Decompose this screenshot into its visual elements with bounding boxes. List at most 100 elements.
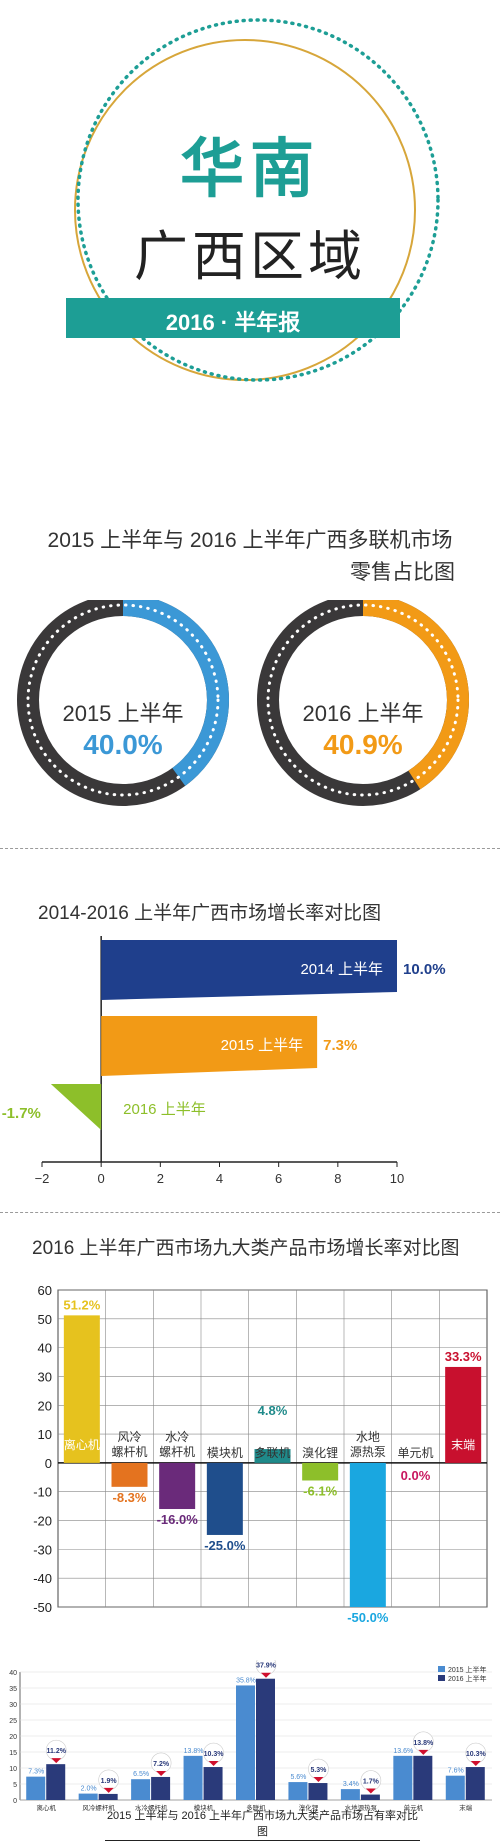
- chart2-value-label: -8.3%: [113, 1490, 147, 1505]
- chart1-value-label: -1.7%: [2, 1105, 41, 1122]
- chart2-y-tick-label: -50: [33, 1600, 52, 1615]
- chart3-bar: [131, 1779, 151, 1800]
- chart3-bar: [236, 1685, 255, 1800]
- chart3-legend-swatch: [438, 1675, 445, 1681]
- header-badge: 2016 · 半年报: [165, 310, 301, 335]
- chart3-badge-pointer: [156, 1770, 167, 1776]
- chart2-category-label: 风冷: [117, 1430, 141, 1444]
- chart2-category-label: 末端: [451, 1438, 475, 1452]
- chart2-value-label: 33.3%: [445, 1349, 482, 1364]
- chart2-bar-离心机: [63, 1315, 100, 1463]
- chart3-bar: [78, 1793, 98, 1800]
- chart3-category-label: 模块机: [194, 1803, 214, 1812]
- chart3-y-tick-label: 35: [9, 1686, 17, 1693]
- chart3-value-label-2015: 7.6%: [448, 1768, 464, 1775]
- chart3-value-label-2015: 7.3%: [28, 1769, 44, 1776]
- chart2-y-tick-label: -20: [33, 1514, 52, 1529]
- chart3-value-label-2016: 10.3%: [466, 1751, 487, 1758]
- chart2-y-tick-label: -40: [33, 1571, 52, 1586]
- chart3-badge-pointer: [103, 1787, 114, 1793]
- chart2-category-label: 源热泵: [350, 1445, 386, 1459]
- chart2-title: 2016 上半年广西市场九大类产品市场增长率对比图: [32, 1238, 460, 1259]
- chart3-bar: [151, 1776, 171, 1800]
- donut-2016-value: 40.9%: [323, 729, 403, 760]
- donut-2015-dots: [26, 603, 220, 797]
- chart1-category-label: 2014 上半年: [300, 961, 383, 978]
- chart1-bar-2014 上半年: [101, 940, 398, 1000]
- chart2-bar-水地源热泵: [349, 1462, 386, 1607]
- chart2-value-label: 4.8%: [258, 1403, 288, 1418]
- chart1-bar-2016 上半年: [50, 1084, 102, 1130]
- chart2-y-tick-label: -10: [33, 1485, 52, 1500]
- chart2-bar-末端: [445, 1366, 482, 1463]
- donut-2015-label: 2015 上半年: [62, 701, 184, 726]
- header-title-main: 华南: [180, 133, 320, 205]
- chart2-bar-水冷螺杆机: [159, 1462, 196, 1510]
- chart2-value-label: 51.2%: [63, 1297, 100, 1312]
- chart3-category-label: 多联机: [246, 1803, 266, 1812]
- chart1-x-tick-label: 8: [334, 1171, 341, 1186]
- donut-section-title-line1: 2015 上半年与 2016 上半年广西多联机市场: [47, 529, 453, 552]
- chart1-x-tick-label: −2: [35, 1171, 50, 1186]
- chart2-category-label: 溴化锂: [302, 1445, 338, 1460]
- chart2-bar-模块机: [206, 1462, 243, 1535]
- chart2-category-label: 模块机: [207, 1446, 243, 1460]
- chart3-bar: [183, 1755, 203, 1800]
- chart1-x-tick-label: 4: [216, 1171, 223, 1186]
- chart2-value-label: -16.0%: [157, 1512, 199, 1527]
- donut-2016-label: 2016 上半年: [302, 701, 424, 726]
- chart3-value-label-2016: 13.8%: [413, 1740, 434, 1747]
- chart3-badge-pointer: [470, 1761, 481, 1767]
- chart3-bar: [256, 1678, 275, 1800]
- chart3-value-label-2015: 13.6%: [393, 1748, 413, 1755]
- chart3-y-tick-label: 0: [13, 1798, 17, 1805]
- donut-charts: [17, 600, 469, 806]
- donut-section-title-line2: 零售占比图: [350, 561, 455, 584]
- chart3-y-tick-label: 30: [9, 1702, 17, 1709]
- chart3-value-label-2016: 1.7%: [363, 1779, 380, 1786]
- chart3-y-tick-label: 25: [9, 1718, 17, 1725]
- chart3-badge-pointer: [365, 1788, 376, 1794]
- chart3-value-label-2016: 1.9%: [101, 1778, 118, 1785]
- growth-horizontal-chart: −2 0 2 4 6 8 10 2014 上半年 10.0% 2015 上半年 7.3% 2016 上…: [2, 936, 446, 1186]
- chart1-value-label: 10.0%: [403, 961, 446, 978]
- chart2-category-label: 离心机: [64, 1437, 100, 1452]
- chart2-category-label: 螺杆机: [159, 1445, 195, 1459]
- chart3-value-label-2016: 37.9%: [256, 1663, 277, 1670]
- chart3-value-label-2016: 11.2%: [46, 1748, 66, 1755]
- chart3-bar: [393, 1755, 413, 1800]
- chart3-badge-pointer: [51, 1758, 62, 1764]
- chart2-y-tick-label: 60: [38, 1283, 52, 1298]
- chart2-bar-多联机: [254, 1449, 291, 1463]
- chart3-category-label: 离心机: [36, 1803, 56, 1812]
- chart3-legend-swatch: [438, 1666, 445, 1672]
- chart3-y-tick-label: 40: [9, 1670, 17, 1677]
- chart3-badge-pointer: [261, 1672, 271, 1678]
- chart2-y-tick-label: 30: [38, 1369, 52, 1384]
- chart1-bar-2015 上半年: [101, 1016, 318, 1076]
- chart1-x-tick-label: 2: [157, 1171, 164, 1186]
- chart3-badge-pointer: [313, 1777, 324, 1783]
- chart3-category-label: 水冷螺杆机: [135, 1803, 168, 1812]
- chart2-category-label: 多联机: [254, 1446, 290, 1460]
- chart3-value-label-2015: 13.8%: [184, 1748, 204, 1755]
- chart3-y-tick-label: 20: [9, 1734, 17, 1741]
- header-title-sub: 广西区域: [134, 227, 366, 287]
- chart3-legend-label: 2015 上半年: [448, 1665, 487, 1674]
- chart1-category-label: 2015 上半年: [221, 1037, 304, 1054]
- chart3-value-label-2015: 6.5%: [133, 1771, 149, 1778]
- chart1-value-label: 7.3%: [323, 1037, 357, 1054]
- chart3-category-label: 水地源热泵: [345, 1803, 378, 1812]
- chart2-value-label: 0.0%: [401, 1468, 431, 1483]
- chart2-y-tick-label: 10: [38, 1427, 52, 1442]
- chart3-bar: [98, 1793, 118, 1800]
- chart3-y-tick-label: 10: [9, 1766, 17, 1773]
- chart2-y-tick-label: 20: [38, 1398, 52, 1413]
- chart2-y-tick-label: 0: [45, 1456, 52, 1471]
- chart3-value-label-2015: 5.6%: [290, 1774, 306, 1781]
- chart2-bar-风冷螺杆机: [111, 1462, 148, 1487]
- header-ring-teal-dotted: [76, 18, 440, 382]
- chart3-value-label-2016: 5.3%: [310, 1767, 327, 1774]
- chart3-bar: [360, 1794, 380, 1800]
